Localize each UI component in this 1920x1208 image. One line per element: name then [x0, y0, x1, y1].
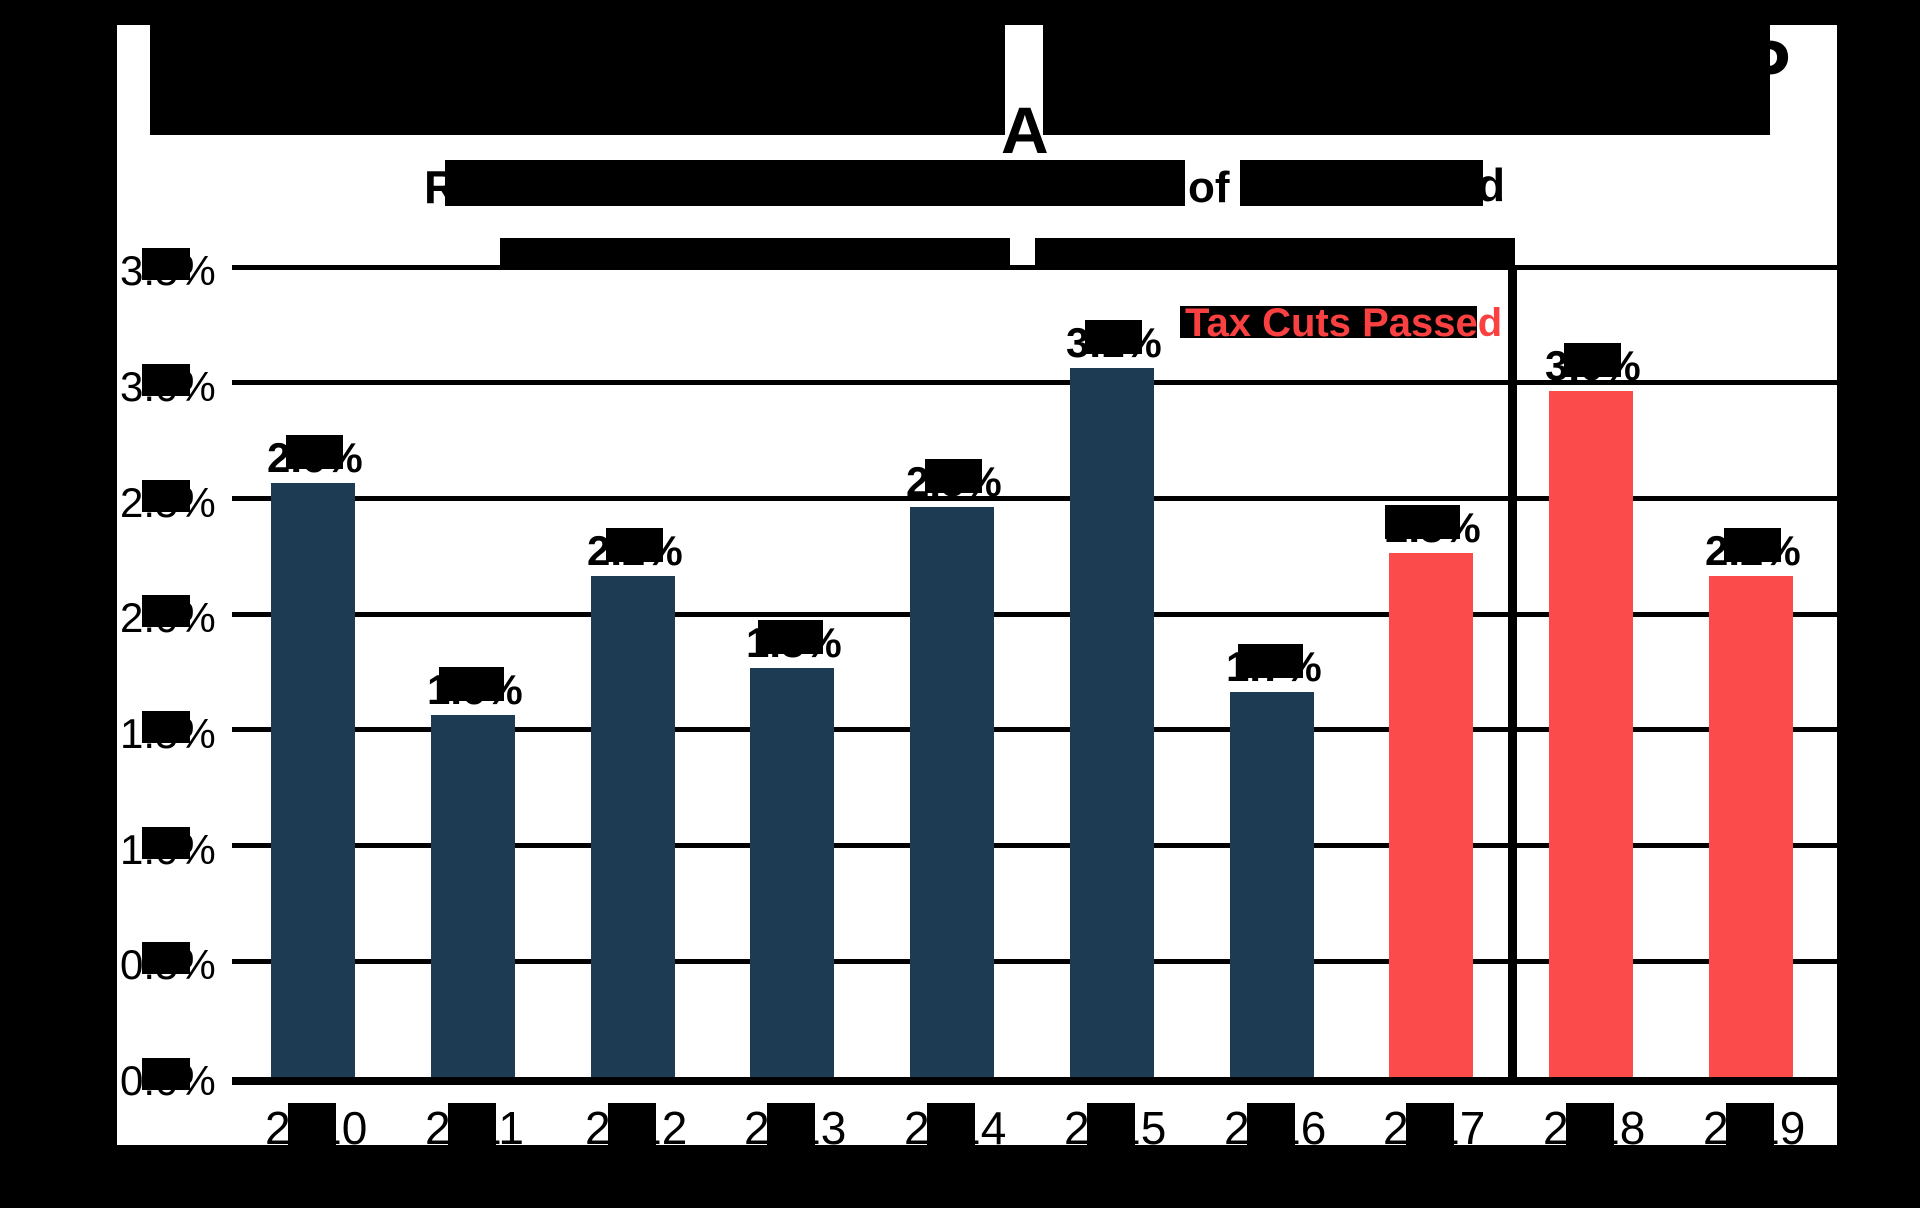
bar-value-redaction-box [439, 667, 504, 701]
x-tick-redaction-box [927, 1103, 975, 1145]
gridline-0.5% [232, 959, 1837, 964]
bar-value-redaction-box [925, 459, 982, 493]
y-tick-redaction-box [142, 827, 190, 859]
bar-2011 [431, 715, 515, 1081]
y-tick-redaction-box [142, 480, 190, 512]
gridline-2.0% [232, 612, 1837, 617]
bar-2017 [1389, 553, 1473, 1081]
title-fragment-a: A [1001, 93, 1049, 167]
chart-figure: A P R of d Tax Cuts Passed 0.0%0.5%1.0%1… [117, 25, 1837, 1145]
annotation-label: Tax Cuts Passed [1185, 301, 1503, 345]
x-tick-redaction-box [1087, 1103, 1135, 1145]
bar-2013 [750, 668, 834, 1081]
subtitle-fragment-of: of [1188, 163, 1230, 212]
y-tick-redaction-box [142, 248, 190, 280]
bar-value-redaction-box [1085, 320, 1142, 354]
x-tick-redaction-box [1726, 1103, 1774, 1145]
y-tick-redaction-box [142, 942, 190, 974]
gridline-1.5% [232, 727, 1837, 732]
bar-2016 [1230, 692, 1314, 1081]
title-line1-redaction-bar-right [1043, 25, 1770, 135]
bar-2010 [271, 483, 355, 1081]
gridline-2.5% [232, 496, 1837, 501]
subtitle-line2-redaction-bar-right [1035, 238, 1515, 266]
gridline-3.5% [232, 265, 1837, 270]
y-tick-redaction-box [142, 1058, 190, 1090]
x-tick-redaction-box [448, 1103, 496, 1145]
subtitle-line2-redaction-bar-left [500, 238, 1010, 266]
bar-value-redaction-box [606, 528, 663, 562]
x-tick-redaction-box [1566, 1103, 1614, 1145]
title-line1-redaction-bar-left [150, 25, 1005, 135]
y-tick-redaction-box [142, 595, 190, 627]
x-tick-redaction-box [1247, 1103, 1295, 1145]
bar-value-redaction-box [286, 435, 343, 469]
bar-2015 [1070, 368, 1154, 1081]
annotation-highlight-box [1180, 306, 1477, 338]
bar-value-redaction-box [1385, 505, 1460, 539]
gridline-3.0% [232, 380, 1837, 385]
subtitle-line1-redaction-bar-right [1240, 160, 1483, 206]
gridline-1.0% [232, 843, 1837, 848]
bar-value-redaction-box [758, 620, 823, 654]
subtitle-line1-redaction-bar-left [445, 160, 1185, 206]
x-tick-redaction-box [1406, 1103, 1454, 1145]
bar-value-redaction-box [1238, 644, 1303, 678]
y-tick-redaction-box [142, 711, 190, 743]
bar-2019 [1709, 576, 1793, 1081]
x-tick-redaction-box [767, 1103, 815, 1145]
x-tick-redaction-box [608, 1103, 656, 1145]
tax-cut-divider-line [1508, 266, 1517, 1081]
x-axis-line [232, 1077, 1837, 1085]
bar-2018 [1549, 391, 1633, 1081]
y-tick-redaction-box [142, 364, 190, 396]
bar-value-redaction-box [1724, 528, 1781, 562]
bar-value-redaction-box [1564, 343, 1621, 377]
bar-2014 [910, 507, 994, 1082]
bar-2012 [591, 576, 675, 1081]
x-tick-redaction-box [288, 1103, 336, 1145]
